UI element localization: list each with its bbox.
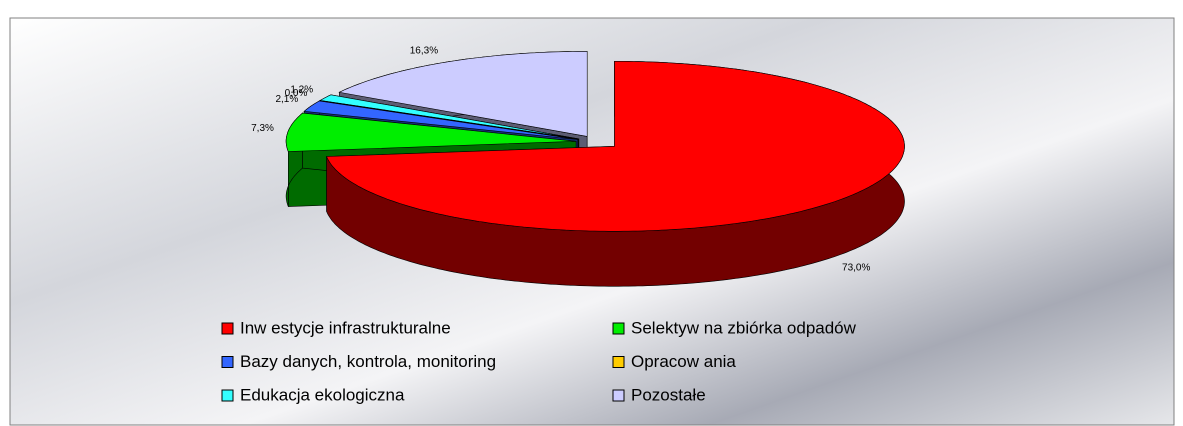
legend-label: Edukacja ekologiczna	[240, 385, 405, 404]
legend-label: Opracow ania	[631, 352, 736, 371]
slice-top	[303, 100, 578, 140]
slice-top	[338, 51, 588, 137]
legend-label: Selektyw na zbiórka odpadów	[631, 318, 857, 337]
slice	[326, 60, 905, 287]
legend: Inw estycje infrastrukturalne Selektyw na…	[221, 318, 857, 404]
value-label: 16,3%	[410, 46, 438, 57]
legend-swatch	[221, 322, 234, 335]
legend-swatch	[612, 322, 625, 335]
slice-top	[326, 60, 905, 232]
value-label: 0,0%	[285, 88, 308, 99]
legend-label: Pozostałe	[631, 385, 706, 404]
slice-top	[319, 94, 579, 140]
legend-swatch	[612, 389, 625, 402]
value-label: 7,3%	[251, 123, 274, 134]
slice-top	[285, 112, 577, 152]
value-label: 73,0%	[842, 262, 870, 273]
legend-label: Inw estycje infrastrukturalne	[240, 318, 451, 337]
value-label: 1,2%	[290, 85, 313, 96]
legend-swatch	[221, 389, 234, 402]
value-label: 2,1%	[275, 94, 298, 105]
slice-top	[319, 100, 579, 140]
legend-swatch	[612, 356, 625, 368]
legend-swatch	[221, 356, 234, 368]
pie: 16,3% 1,2%0,0%2,1% 7,3% 73,0%	[251, 46, 905, 287]
legend-label: Bazy danych, kontrola, monitoring	[240, 352, 496, 371]
